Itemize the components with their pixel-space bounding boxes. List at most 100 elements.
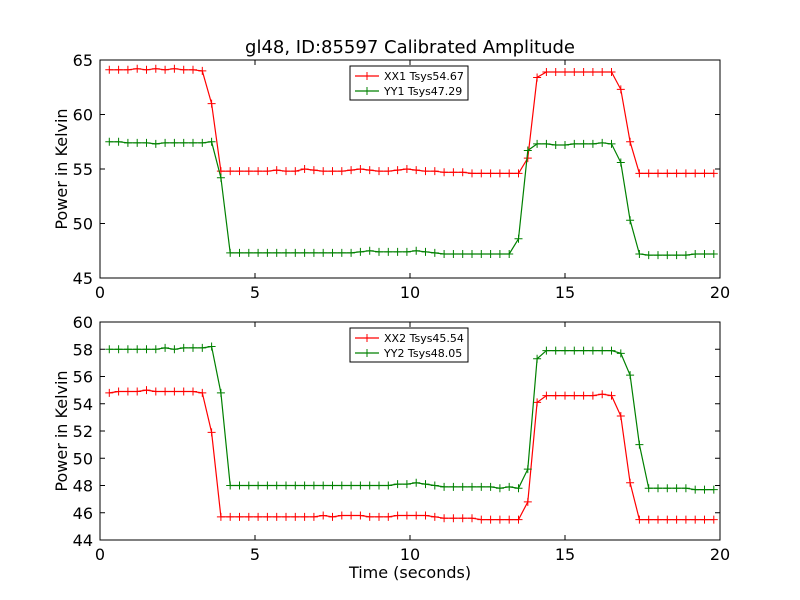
y-tick-label: 50 [73, 215, 93, 234]
data-point [663, 251, 672, 260]
data-point [579, 67, 588, 76]
data-point [616, 412, 625, 421]
data-point [189, 65, 197, 74]
data-point [402, 511, 411, 520]
data-point [430, 248, 439, 257]
data-point [300, 481, 309, 490]
data-point [161, 387, 170, 396]
data-point [691, 169, 700, 178]
data-point [291, 512, 300, 521]
data-point [179, 65, 188, 74]
data-point [412, 511, 421, 520]
data-point [570, 346, 579, 355]
data-point [542, 391, 551, 400]
data-point [607, 67, 616, 76]
data-point [226, 512, 235, 521]
data-point [263, 481, 272, 490]
data-point [533, 73, 542, 82]
data-point [458, 168, 467, 177]
data-point [161, 343, 170, 352]
data-point [486, 250, 495, 259]
data-point [123, 387, 132, 396]
y-axis-label: Power in Kelvin [52, 108, 71, 229]
legend-marker [363, 334, 371, 342]
x-tick-label: 5 [250, 545, 260, 564]
data-point [468, 482, 476, 491]
data-point [375, 512, 383, 521]
data-point [216, 512, 225, 521]
data-point [133, 138, 142, 147]
data-point [430, 481, 439, 490]
data-point [514, 515, 523, 524]
data-point [282, 481, 290, 490]
data-point [272, 481, 281, 490]
data-point [681, 484, 690, 493]
data-point [458, 250, 467, 259]
data-point [133, 387, 142, 396]
data-point [207, 99, 216, 108]
data-point [561, 141, 569, 150]
x-axis-label: Time (seconds) [348, 563, 471, 582]
data-point [384, 481, 393, 490]
y-tick-label: 54 [73, 395, 93, 414]
data-point [375, 247, 383, 256]
legend-box [349, 327, 469, 363]
data-point [105, 388, 114, 397]
x-tick-label: 0 [95, 545, 105, 564]
data-point [384, 247, 393, 256]
data-point [514, 484, 523, 493]
data-point [449, 250, 458, 259]
data-point [402, 165, 411, 173]
data-point [189, 387, 197, 396]
data-point [598, 346, 607, 355]
data-point [542, 139, 551, 148]
data-point [440, 482, 449, 491]
data-point [319, 248, 328, 257]
data-point [347, 248, 356, 257]
data-point [198, 343, 207, 352]
data-point [207, 428, 216, 437]
y-tick-label: 58 [73, 340, 93, 359]
data-point [356, 247, 365, 256]
data-point [272, 248, 281, 257]
data-point [365, 512, 374, 521]
data-point [691, 515, 700, 524]
data-point [170, 387, 179, 396]
data-point [114, 137, 123, 146]
data-point [709, 515, 718, 524]
data-point [161, 138, 170, 147]
data-point [514, 169, 523, 178]
data-point [105, 65, 114, 74]
data-point [672, 169, 681, 178]
data-point [300, 248, 309, 257]
data-point [533, 354, 542, 363]
data-point [216, 173, 225, 182]
data-point [365, 481, 374, 490]
data-point [235, 512, 244, 521]
data-point [598, 67, 607, 76]
data-point [170, 138, 179, 147]
legend-label: XX2 Tsys45.54 [384, 332, 464, 345]
data-point [700, 169, 709, 178]
data-point [179, 138, 188, 147]
data-point [142, 386, 151, 395]
series-line-1 [109, 68, 714, 174]
figure-title: gl48, ID:85597 Calibrated Amplitude [245, 37, 575, 58]
data-point [440, 514, 449, 523]
data-point [319, 167, 328, 176]
data-point [291, 167, 300, 176]
data-point [337, 248, 346, 257]
data-point [244, 512, 253, 521]
y-tick-label: 46 [73, 504, 93, 523]
data-point [505, 169, 514, 178]
x-tick-label: 5 [250, 283, 260, 302]
data-point [151, 64, 160, 73]
data-point [328, 481, 337, 490]
data-point [105, 137, 114, 146]
data-point [309, 512, 318, 521]
data-point [282, 248, 290, 257]
data-point [347, 511, 356, 520]
data-point [542, 346, 551, 355]
data-point [626, 137, 635, 146]
data-point [300, 512, 309, 521]
